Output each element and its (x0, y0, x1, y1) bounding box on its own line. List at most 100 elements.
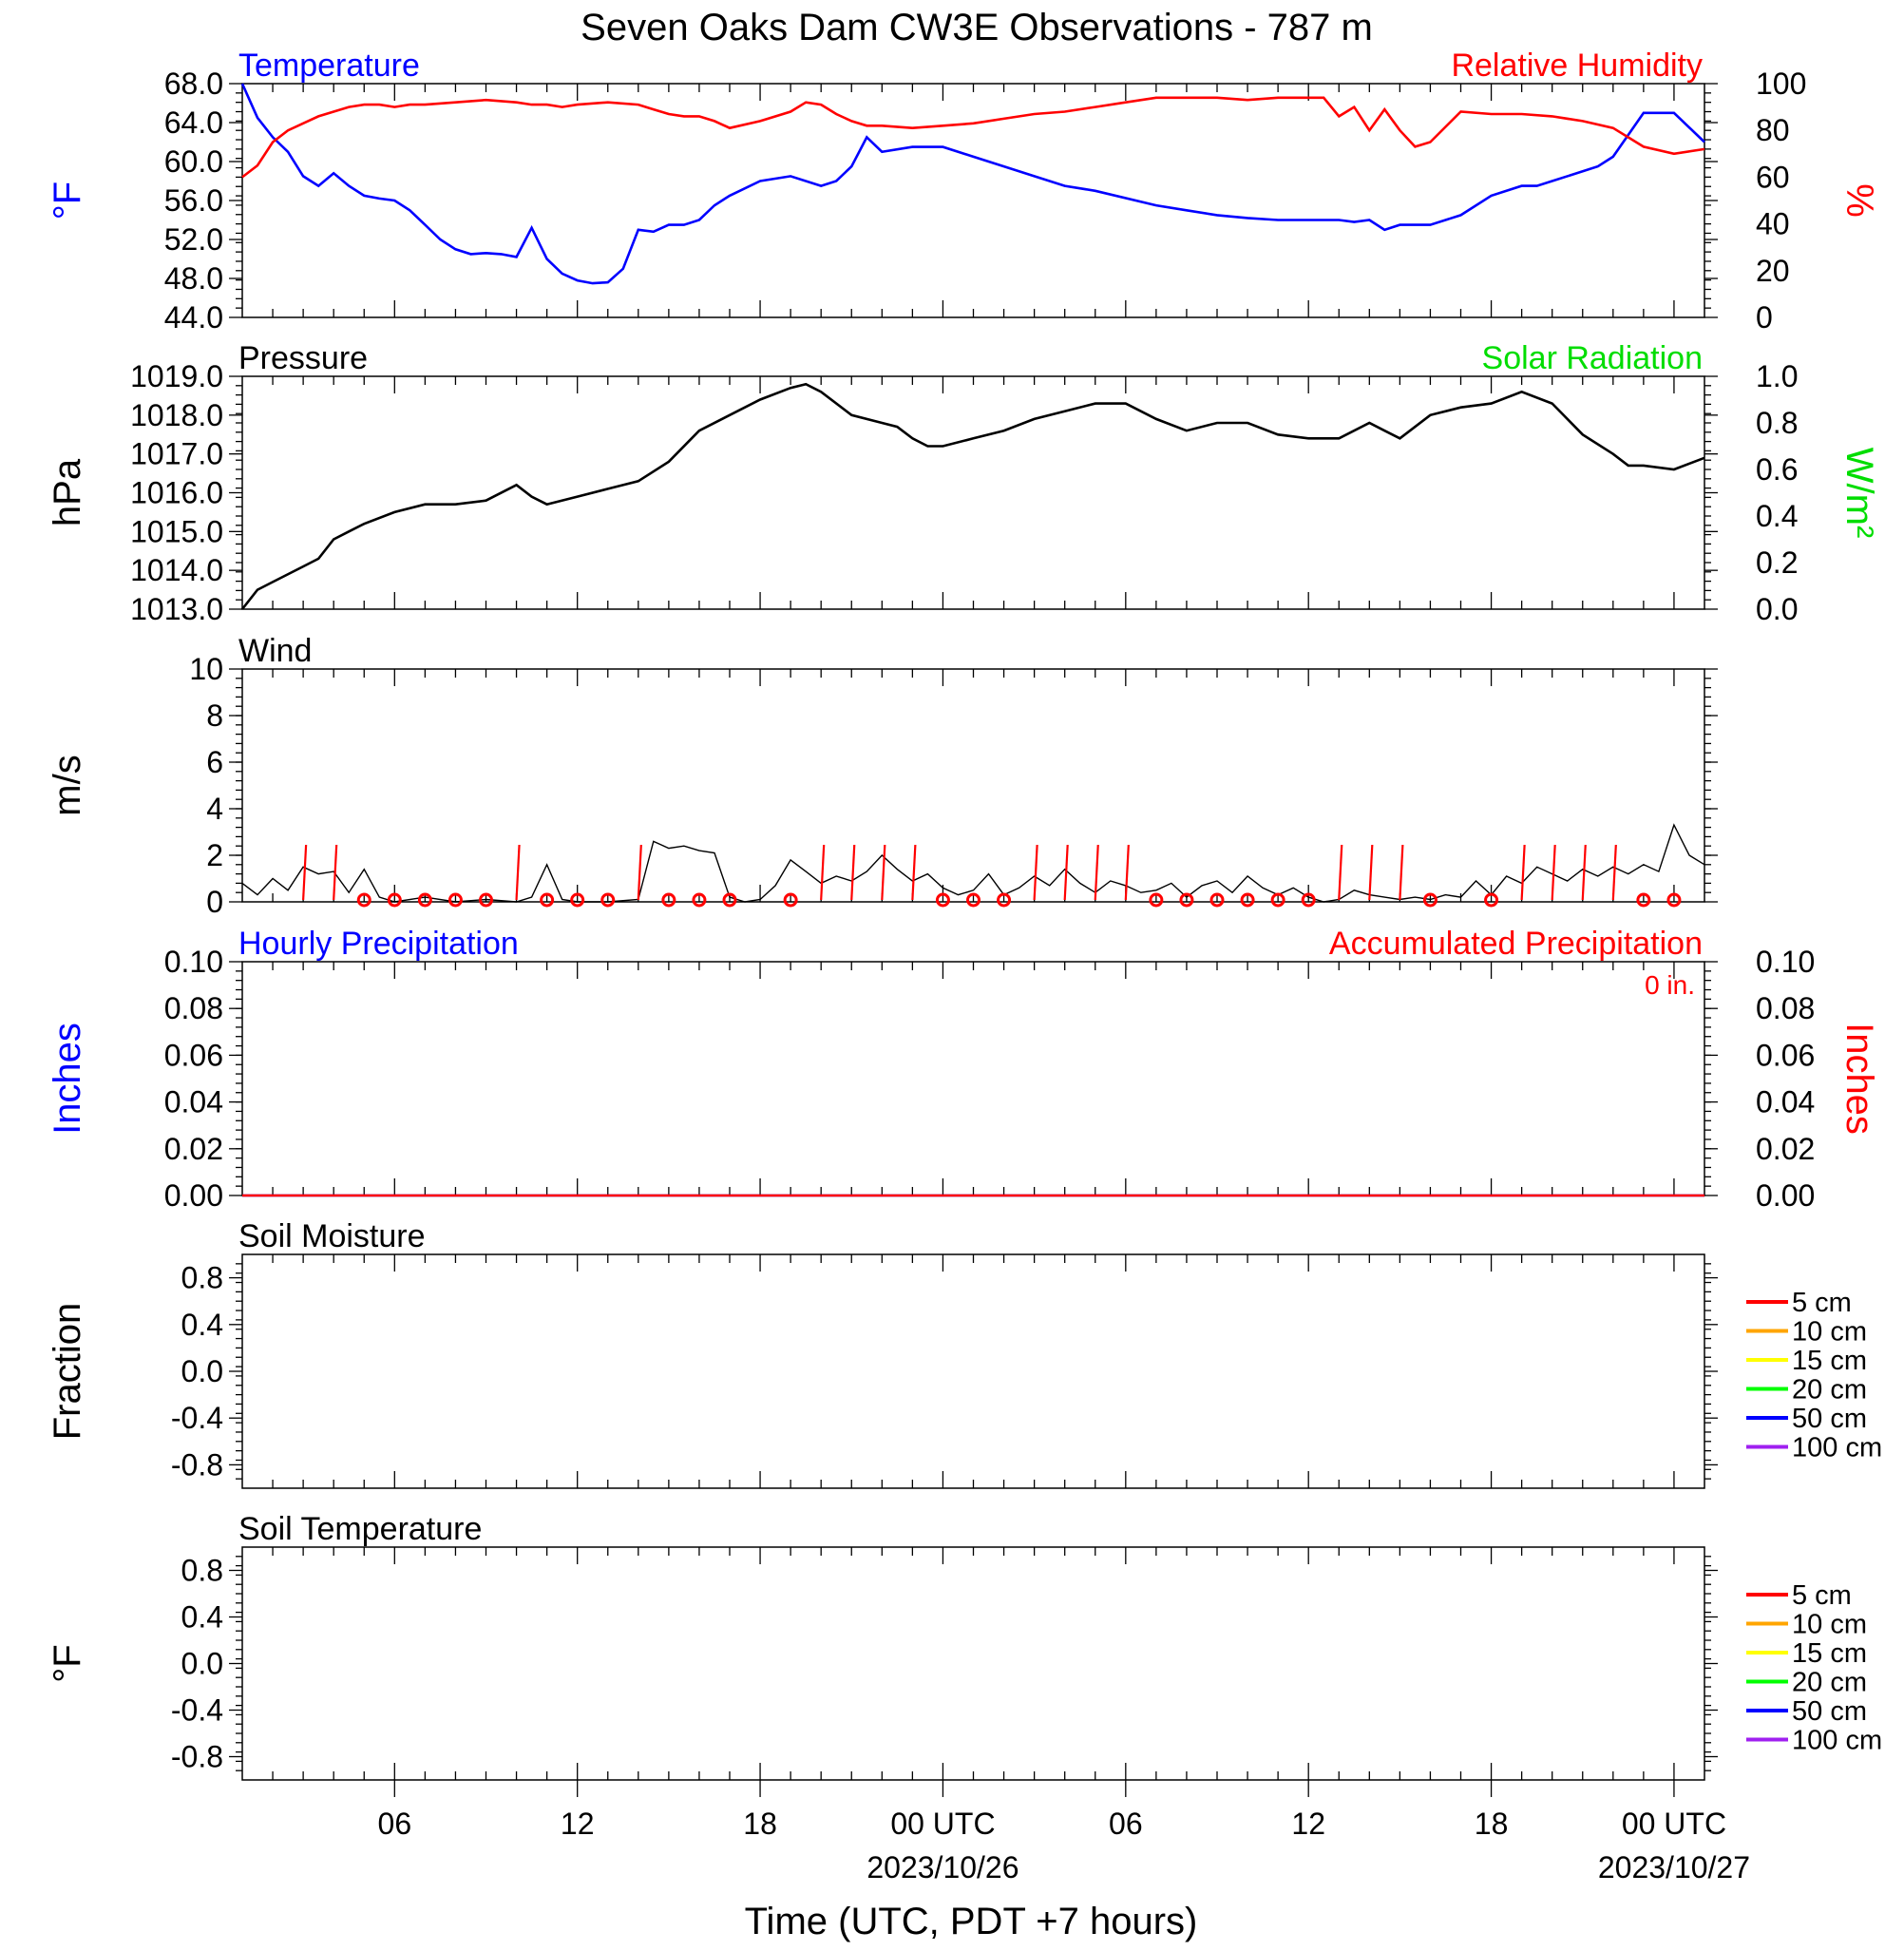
y-tick-label-left: 1019.0 (130, 359, 223, 393)
legend-label: 20 cm (1792, 1668, 1867, 1698)
y-tick-label-left: 64.0 (164, 105, 223, 140)
wind-barb (1611, 844, 1617, 901)
panel-title-left: Temperature (238, 48, 420, 84)
wind-calm-marker (966, 892, 981, 908)
wind-calm-marker (1301, 892, 1316, 908)
wind-calm-marker (997, 892, 1012, 908)
wind-calm-marker (1149, 892, 1164, 908)
y-tick-label-right: 0.00 (1756, 1178, 1815, 1213)
wind-barb (850, 844, 856, 901)
y-axis-label-left: Inches (47, 1023, 88, 1135)
y-tick-label-left: -0.4 (171, 1401, 223, 1435)
wind-barb (333, 844, 338, 901)
y-axis-label-left: °F (47, 182, 88, 220)
y-tick-label-left: 10 (189, 652, 223, 686)
y-axis-label-left: hPa (47, 458, 88, 526)
wind-barb (515, 844, 521, 901)
wind-barb (1033, 844, 1038, 901)
wind-calm-marker (1636, 892, 1651, 908)
legend-label: 100 cm (1792, 1726, 1882, 1756)
x-tick-label: 06 (378, 1807, 412, 1841)
y-tick-label-left: 0.8 (181, 1261, 223, 1295)
wind-calm-marker (356, 892, 371, 908)
wind-calm-marker (661, 892, 676, 908)
wind-calm-marker (1270, 892, 1285, 908)
y-tick-label-left: 0.06 (164, 1038, 223, 1072)
panel-title-left: Hourly Precipitation (238, 926, 519, 962)
y-tick-label-right: 40 (1756, 207, 1790, 241)
wind-calm-marker (1484, 892, 1499, 908)
wind-calm-marker (1666, 892, 1682, 908)
legend-label: 50 cm (1792, 1404, 1867, 1434)
y-tick-label-left: 0.4 (181, 1600, 223, 1635)
wind-barb (1581, 844, 1587, 901)
y-axis-label-left: m/s (47, 755, 88, 815)
wind-barb (637, 844, 642, 901)
wind-calm-marker (783, 892, 798, 908)
panel-title-left: Soil Moisture (238, 1218, 426, 1254)
y-tick-label-left: -0.4 (171, 1693, 223, 1728)
legend-label: 5 cm (1792, 1288, 1852, 1318)
wind-calm-marker (1179, 892, 1194, 908)
panel-pressure: 1019.0 1018.0 1017.0 1016.0 1015.0 1014.0 1013… (47, 340, 1880, 626)
y-tick-label-right: 0.04 (1756, 1085, 1815, 1119)
y-tick-label-right: 0.4 (1756, 499, 1798, 533)
legend-label: 10 cm (1792, 1317, 1867, 1348)
panel-title-left: Wind (238, 633, 312, 669)
y-axis-label-left: Fraction (47, 1303, 88, 1441)
y-tick-label-right: 0.06 (1756, 1038, 1815, 1072)
wind-calm-marker (722, 892, 737, 908)
y-tick-label-right: 0.02 (1756, 1132, 1815, 1166)
panel-precipitation: 0.10 0.08 0.06 0.04 0.02 0.00 0.10 0.08 0.06 0.04… (47, 926, 1880, 1213)
wind-barb (1094, 844, 1099, 901)
panel-title-right: Relative Humidity (1451, 48, 1703, 84)
legend-label: 15 cm (1792, 1346, 1867, 1376)
y-tick-label-left: 0.02 (164, 1132, 223, 1166)
series-wind-speed (241, 823, 1705, 903)
y-tick-label-left: 44.0 (164, 300, 223, 335)
wind-barb (1399, 844, 1404, 901)
y-tick-label-right: 20 (1756, 254, 1790, 288)
wind-calm-marker (1422, 892, 1438, 908)
wind-barb (302, 844, 308, 901)
y-tick-label-right: 0 (1756, 300, 1773, 335)
wind-calm-marker (570, 892, 585, 908)
y-tick-label-left: 0.0 (181, 1647, 223, 1681)
y-tick-label-left: 60.0 (164, 144, 223, 179)
y-tick-label-left: 0.10 (164, 945, 223, 979)
y-tick-label-left: 0 (206, 885, 223, 919)
wind-calm-marker (692, 892, 707, 908)
y-tick-label-right: 0.0 (1756, 592, 1798, 626)
y-tick-label-left: 1017.0 (130, 437, 223, 471)
y-tick-label-left: 1015.0 (130, 514, 223, 548)
y-tick-label-left: 6 (206, 745, 223, 779)
y-tick-label-right: 0.8 (1756, 406, 1798, 440)
y-axis-label-right: W/m² (1838, 448, 1880, 539)
wind-barb (881, 844, 886, 901)
plot-frame (241, 668, 1705, 903)
x-tick-label: 12 (561, 1807, 595, 1841)
x-date-label: 2023/10/26 (866, 1850, 1019, 1884)
y-tick-label-right: 0.08 (1756, 991, 1815, 1025)
y-axis-label-right: Inches (1838, 1023, 1880, 1135)
x-date-label: 2023/10/27 (1598, 1850, 1750, 1884)
x-tick-label: 00 UTC (1622, 1807, 1726, 1841)
wind-barb (820, 844, 826, 901)
wind-barb (1124, 844, 1130, 901)
wind-barb (1063, 844, 1069, 901)
y-tick-label-left: 1014.0 (130, 553, 223, 587)
y-tick-label-left: 56.0 (164, 183, 223, 218)
wind-calm-marker (540, 892, 555, 908)
wind-barb (1551, 844, 1556, 901)
x-tick-label: 18 (743, 1807, 777, 1841)
y-tick-label-right: 60 (1756, 160, 1790, 194)
y-tick-label-left: -0.8 (171, 1740, 223, 1774)
series-pressure (240, 382, 1705, 610)
panel-temperature-humidity: 68.0 64.0 60.0 56.0 52.0 48.0 44.0 100 80 60 40 20 0… (47, 48, 1880, 335)
panel-title-right: Solar Radiation (1482, 340, 1703, 376)
legend-label: 10 cm (1792, 1610, 1867, 1640)
y-axis-label-left: °F (47, 1644, 88, 1682)
wind-calm-marker (600, 892, 616, 908)
y-tick-label-left: -0.8 (171, 1447, 223, 1482)
